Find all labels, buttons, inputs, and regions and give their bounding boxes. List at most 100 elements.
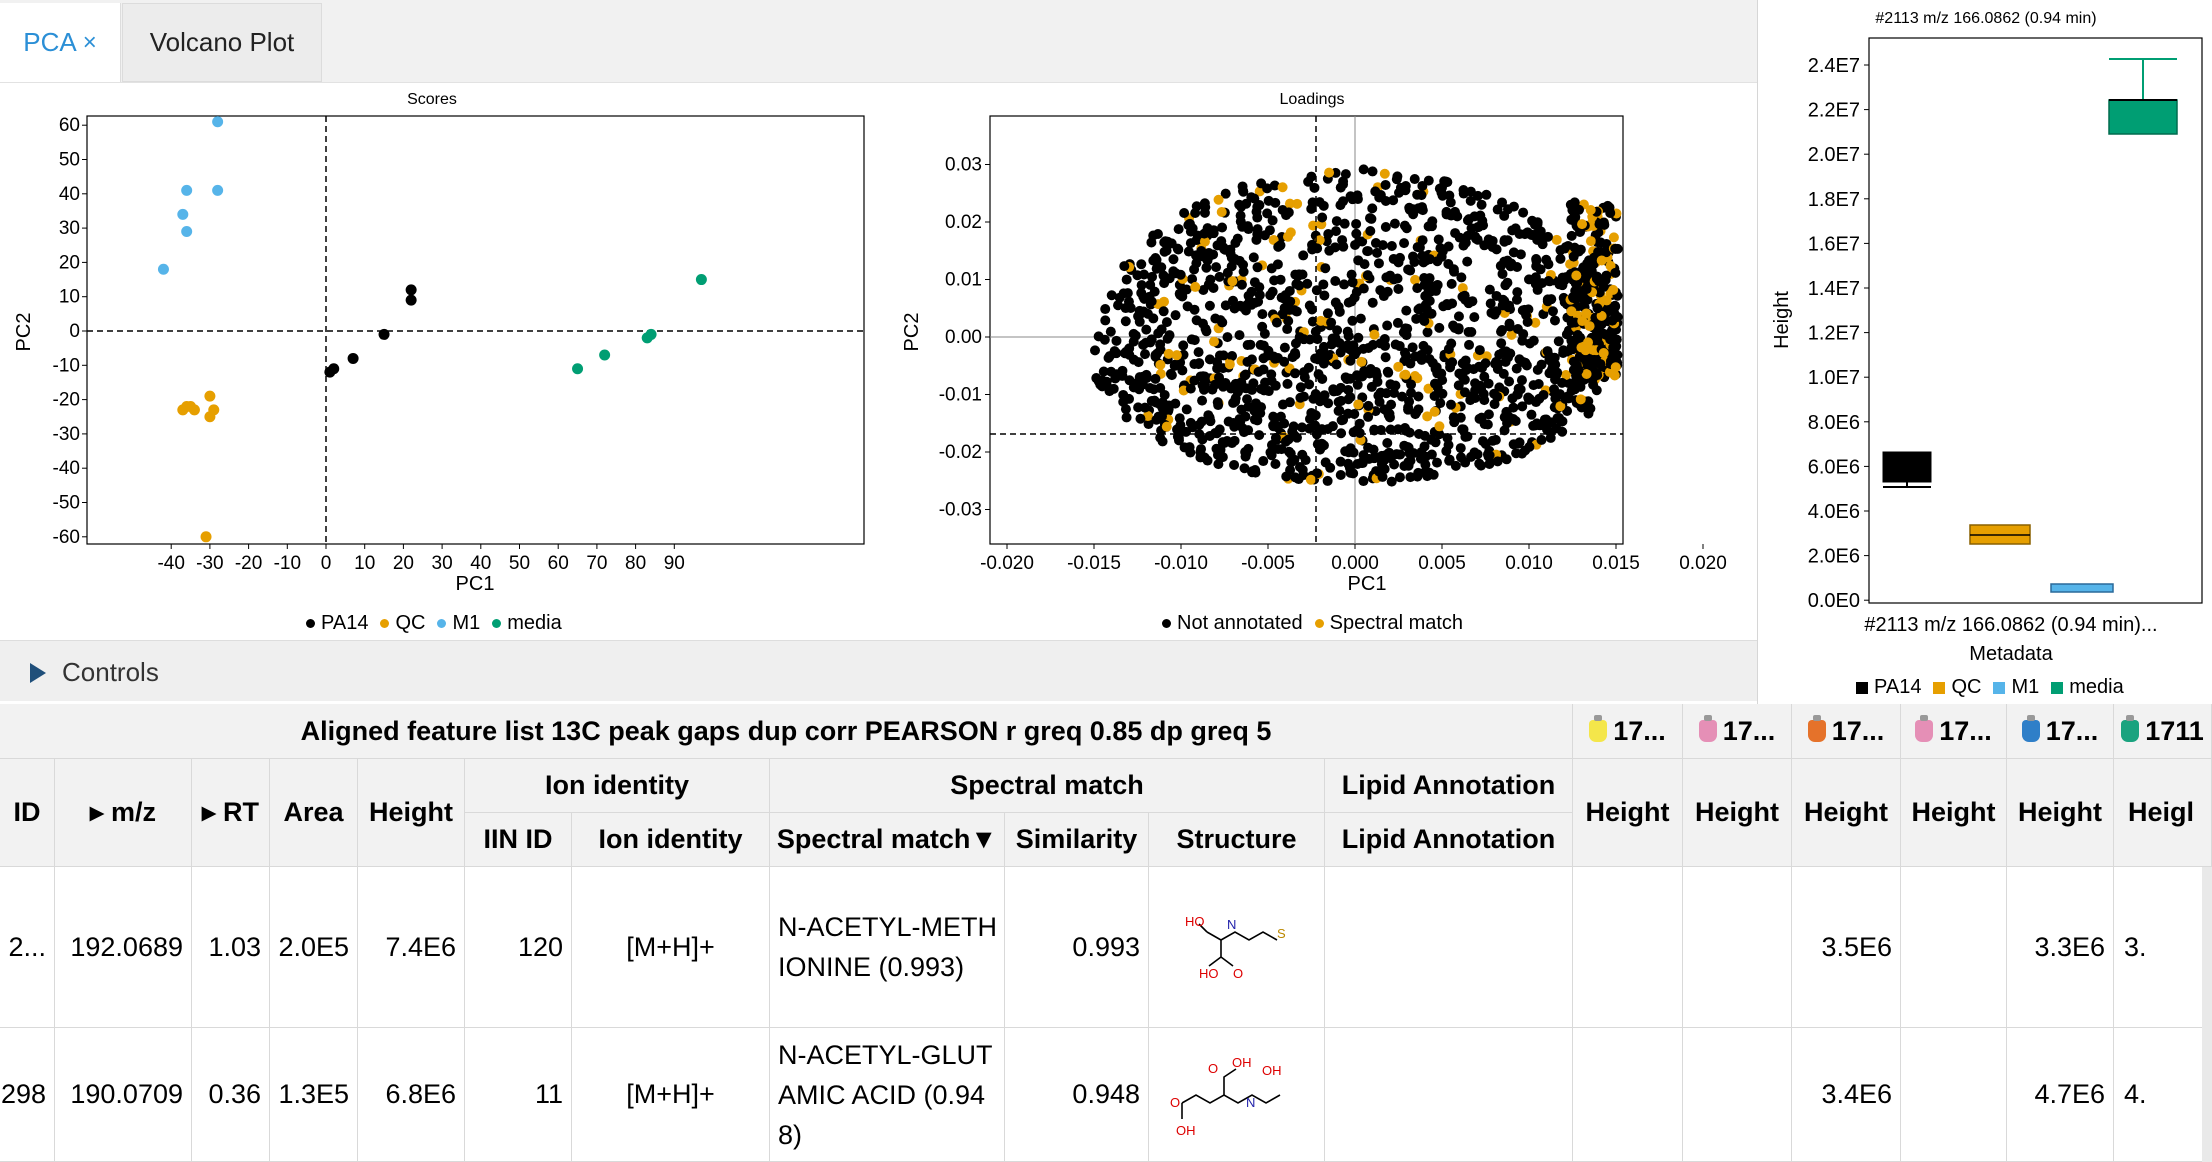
loading-point[interactable] [1320, 457, 1331, 468]
loading-point[interactable] [1470, 393, 1481, 404]
loading-point[interactable] [1337, 235, 1348, 246]
loading-point[interactable] [1358, 476, 1369, 487]
loading-point[interactable] [1601, 295, 1612, 306]
col-sample-height-1[interactable]: Height [1573, 759, 1683, 867]
loading-point[interactable] [1477, 436, 1488, 447]
loading-point[interactable] [1483, 234, 1494, 245]
loading-point[interactable] [1258, 364, 1269, 375]
loading-point[interactable] [1200, 202, 1211, 213]
loading-point[interactable] [1394, 472, 1405, 483]
loading-point[interactable] [1504, 321, 1515, 332]
loading-point[interactable] [1375, 285, 1386, 296]
loading-point[interactable] [1193, 347, 1204, 358]
loading-point[interactable] [1456, 452, 1467, 463]
sample-header-6[interactable]: 1711 [2114, 704, 2212, 759]
loading-point[interactable] [1266, 450, 1277, 461]
loading-point[interactable] [1275, 411, 1286, 422]
loading-point[interactable] [1522, 317, 1533, 328]
loading-point[interactable] [1204, 354, 1215, 365]
loading-point[interactable] [1370, 186, 1381, 197]
loading-point[interactable] [1384, 447, 1395, 458]
loading-point[interactable] [1593, 328, 1604, 339]
loading-point[interactable] [1146, 296, 1157, 307]
loading-point[interactable] [1262, 208, 1273, 219]
loading-point[interactable] [1372, 247, 1383, 258]
loading-point[interactable] [1547, 306, 1558, 317]
loading-point[interactable] [1339, 218, 1350, 229]
loading-point[interactable] [1436, 368, 1447, 379]
loading-point[interactable] [1298, 334, 1309, 345]
loading-point[interactable] [1190, 250, 1201, 261]
loading-point[interactable] [1424, 353, 1435, 364]
row2-similarity[interactable]: 0.948 [1005, 1028, 1149, 1162]
loading-point[interactable] [1352, 379, 1363, 390]
loading-point[interactable] [1537, 239, 1548, 250]
loading-point[interactable] [1135, 413, 1146, 424]
loading-point[interactable] [1199, 228, 1210, 239]
loading-point[interactable] [1463, 326, 1474, 337]
loading-point[interactable] [1111, 335, 1122, 346]
loading-point[interactable] [1409, 256, 1420, 267]
loading-point[interactable] [1441, 446, 1452, 457]
loading-point[interactable] [1198, 284, 1209, 295]
loading-point[interactable] [1577, 316, 1588, 327]
loading-point[interactable] [1273, 241, 1284, 252]
col-sample-height-4[interactable]: Height [1901, 759, 2007, 867]
loading-point[interactable] [1379, 334, 1390, 345]
loading-point[interactable] [1517, 305, 1528, 316]
loading-point[interactable] [1312, 334, 1323, 345]
loading-point[interactable] [1352, 194, 1363, 205]
loading-point[interactable] [1441, 298, 1452, 309]
loading-point[interactable] [1319, 290, 1330, 301]
loading-point[interactable] [1368, 444, 1379, 455]
loading-point[interactable] [1248, 252, 1259, 263]
loading-point[interactable] [1334, 338, 1345, 349]
loading-point[interactable] [1222, 267, 1233, 278]
loading-point[interactable] [1596, 255, 1607, 266]
row1-s4[interactable] [1901, 867, 2007, 1028]
loading-point[interactable] [1239, 463, 1250, 474]
loading-point[interactable] [1202, 255, 1213, 266]
loading-point[interactable] [1560, 369, 1571, 380]
loading-point[interactable] [1114, 292, 1125, 303]
loading-point[interactable] [1187, 223, 1198, 234]
loading-point[interactable] [1448, 412, 1459, 423]
row1-s3[interactable]: 3.5E6 [1792, 867, 1901, 1028]
loading-point[interactable] [1424, 273, 1435, 284]
loading-point[interactable] [1141, 324, 1152, 335]
loading-point[interactable] [1122, 288, 1133, 299]
loading-point[interactable] [1211, 262, 1222, 273]
loading-point[interactable] [1574, 351, 1585, 362]
loading-point[interactable] [1289, 305, 1300, 316]
loading-point[interactable] [1370, 366, 1381, 377]
loading-point[interactable] [1090, 345, 1101, 356]
row2-s5[interactable]: 4.7E6 [2007, 1028, 2114, 1162]
table-scrollbar[interactable] [2202, 867, 2212, 1162]
loading-point[interactable] [1471, 233, 1482, 244]
loading-point[interactable] [1572, 330, 1583, 341]
loading-point[interactable] [1331, 359, 1342, 370]
loading-point[interactable] [1254, 200, 1265, 211]
loading-point[interactable] [1148, 230, 1159, 241]
loading-point[interactable] [1604, 202, 1615, 213]
loading-point[interactable] [1610, 300, 1621, 311]
loading-point[interactable] [1376, 459, 1387, 470]
loading-point[interactable] [1163, 348, 1174, 359]
loading-point[interactable] [1101, 376, 1112, 387]
loading-point[interactable] [1257, 309, 1268, 320]
loading-point[interactable] [1136, 280, 1147, 291]
tab-volcano-plot[interactable]: Volcano Plot [122, 3, 322, 82]
score-point[interactable] [405, 294, 417, 306]
loading-point[interactable] [1426, 449, 1437, 460]
row1-structure[interactable]: HO N S HO O [1149, 867, 1325, 1028]
loading-point[interactable] [1511, 363, 1522, 374]
loading-point[interactable] [1581, 308, 1592, 319]
loading-point[interactable] [1307, 304, 1318, 315]
loading-point[interactable] [1465, 195, 1476, 206]
loading-point[interactable] [1249, 414, 1260, 425]
loading-point[interactable] [1596, 310, 1607, 321]
loading-point[interactable] [1137, 379, 1148, 390]
loading-point[interactable] [1322, 475, 1333, 486]
loading-point[interactable] [1585, 205, 1596, 216]
loading-point[interactable] [1143, 419, 1154, 430]
